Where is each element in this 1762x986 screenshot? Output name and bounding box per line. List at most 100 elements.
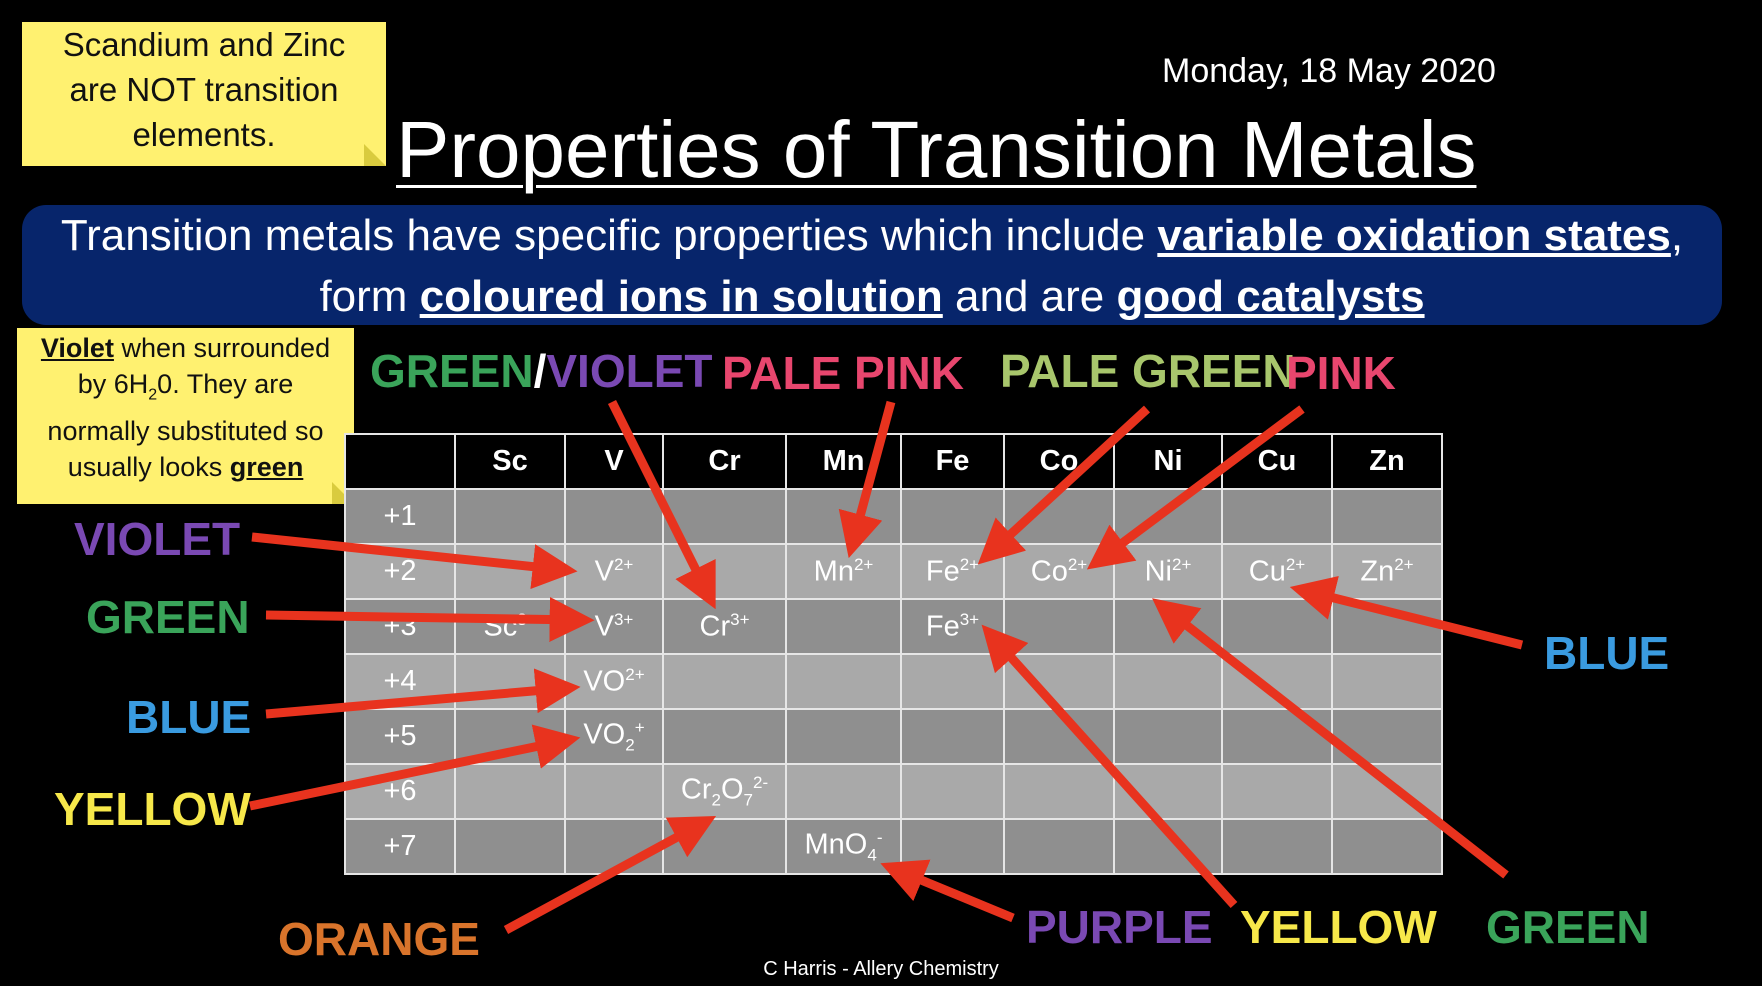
ion-formula-part: + [634,717,645,737]
ion-formula-part: 3+ [613,609,634,629]
label-pale-green: PALE GREEN [1000,345,1296,397]
arrow-orange-to-cr2o7 [503,815,717,934]
banner-text: , form [319,211,1684,321]
ion-cell: Cr2O72- [662,763,787,820]
ion-cell [1331,488,1443,545]
arrow-violet-to-v2 [251,532,578,589]
banner-bold-oxidation: variable oxidation states [1157,211,1671,260]
ion-cell [1331,818,1443,875]
ion-cell [1331,653,1443,710]
ion-cell [1221,763,1333,820]
arrow-green-violet-to-cr3 [607,399,716,610]
ion-cell: VO2+ [564,653,664,710]
ion-formula-part: Co [1030,555,1068,588]
oxidation-state-cell: +7 [344,818,456,875]
ion-formula-part: 2- [752,772,769,792]
ion-cell: V2+ [564,543,664,600]
banner-bold-ions: coloured ions in solution [419,272,943,321]
header-cell: Cu [1221,433,1333,490]
ion-formula-part: Ni [1144,555,1172,588]
page-fold-icon [364,144,386,166]
arrow-blue-to-vo2 [265,668,581,719]
note-line: by 6H20. They are [17,366,354,413]
ion-formula-part: VO [583,665,626,698]
note-green-word: green [229,452,304,483]
label-green-bottom: GREEN [1486,901,1650,953]
arrow-yellow-to-vo2plus [249,724,581,811]
note-subscript: 2 [148,386,158,404]
arrow-green-to-v3 [265,596,595,642]
ion-cell [662,488,787,545]
label-violet-left: VIOLET [74,513,241,565]
ion-formula-part: MnO [804,828,868,861]
label-purple: PURPLE [1026,901,1213,953]
ion-formula-part: Cr [699,610,731,643]
properties-banner: Transition metals have specific properti… [22,205,1722,325]
table-row: +6 Cr2O72- [344,763,1443,820]
label-green: GREEN [370,345,534,397]
note-violet-word: Violet [40,333,114,363]
note-text: usually looks [67,452,230,483]
ion-formula-part: - [876,827,883,847]
ion-cell [662,653,787,710]
ion-formula-part: Cr [680,773,712,806]
ion-cell [564,763,664,820]
ion-formula-part: 2 [711,790,721,810]
ion-formula-part: 2 [625,735,635,755]
sticky-note-violet: Violet when surrounded by 6H20. They are… [17,328,354,504]
ion-formula-part: 3+ [730,609,750,629]
ion-formula-part: 2+ [853,554,874,574]
credit-footer: C Harris - Allery Chemistry [763,958,999,980]
note-line: usually looks green [17,449,354,485]
ion-cell: Cu2+ [1221,543,1333,600]
note-text: by 6H [77,369,149,399]
note-line: Scandium and Zinc [62,26,346,63]
table-row: +5 VO2+ [344,708,1443,765]
ion-formula-part: VO [583,718,626,751]
table-row: +7 MnO4- [344,818,1443,875]
slide-title: Properties of Transition Metals [396,105,1477,194]
ion-formula-part: 7 [743,790,753,810]
label-slash: / [533,345,547,397]
ion-cell: MnO4- [785,818,902,875]
header-cell: Cr [662,433,787,490]
arrow-pale-green-to-fe2 [977,405,1151,565]
ion-cell [454,488,566,545]
banner-text: and are [942,272,1117,321]
header-cell: Ni [1113,433,1223,490]
arrow-green-to-ni2 [1152,598,1509,879]
oxidation-state-table: Sc V Cr Mn Fe Co Ni Cu Zn +1 +2 V2+ Mn2+ Fe2… [344,433,1443,875]
ion-cell [564,818,664,875]
ion-formula-part: 2+ [613,554,634,574]
note-line: are NOT transition [69,71,339,108]
ion-cell [1113,653,1223,710]
ion-cell [785,708,902,765]
ion-formula-part: 3+ [959,609,980,629]
oxidation-state-cell: +5 [344,708,456,765]
header-cell: Zn [1331,433,1443,490]
sticky-note-sc-zn: Scandium and Zinc are NOT transition ele… [22,22,386,166]
ion-formula-part: Cu [1248,555,1286,588]
ion-cell [1003,818,1115,875]
banner-bold-catalysts: good catalysts [1116,272,1425,321]
note-text: when surrounded [113,333,331,363]
note-line: normally substituted so [47,416,324,447]
ion-formula-part: 2+ [1172,554,1192,574]
label-yellow-left: YELLOW [54,783,251,835]
ion-formula-part: Zn [1360,555,1395,588]
ion-formula-part: Fe [925,610,960,643]
ion-formula-part: 2+ [1394,554,1414,574]
ion-cell [900,708,1005,765]
ion-cell [785,598,902,655]
ion-cell: Ni2+ [1113,543,1223,600]
ion-cell [1113,708,1223,765]
arrow-purple-to-mno4 [880,859,1015,923]
ion-cell [1003,763,1115,820]
banner-text: Transition metals have specific properti… [60,211,1158,260]
note-line: Violet when surrounded [17,330,354,366]
ion-cell [1113,488,1223,545]
ion-formula-part: Mn [813,555,854,588]
label-blue-left: BLUE [126,691,252,743]
arrow-blue-to-cu2 [1289,576,1524,650]
